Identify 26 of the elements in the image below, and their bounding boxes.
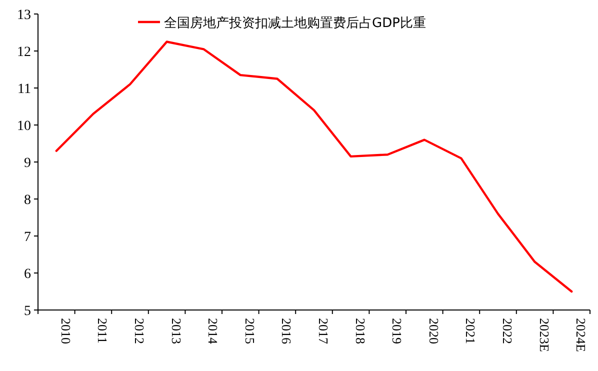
x-tick-label: 2012 bbox=[132, 318, 147, 344]
y-tick-label: 9 bbox=[24, 156, 31, 171]
y-tick-label: 11 bbox=[18, 82, 31, 97]
x-tick-label: 2014 bbox=[206, 318, 221, 344]
y-tick-label: 6 bbox=[24, 267, 31, 282]
x-tick-label: 2011 bbox=[95, 318, 110, 344]
x-tick-label: 2023E bbox=[536, 318, 552, 352]
x-tick-label: 2010 bbox=[58, 318, 74, 344]
x-tick-label: 2017 bbox=[316, 318, 331, 344]
x-tick-label: 2016 bbox=[279, 318, 294, 344]
x-tick-label: 2013 bbox=[168, 318, 184, 344]
y-tick-label: 8 bbox=[24, 193, 31, 208]
y-tick-label: 10 bbox=[17, 119, 31, 134]
x-tick-label: 2018 bbox=[352, 318, 368, 344]
y-tick-label: 5 bbox=[24, 304, 31, 319]
y-tick-label: 13 bbox=[17, 8, 31, 23]
line-series bbox=[55, 40, 573, 293]
y-tick-label: 12 bbox=[17, 45, 31, 60]
x-tick-label: 2015 bbox=[242, 318, 258, 344]
x-tick-label: 2019 bbox=[390, 318, 405, 344]
x-tick-label: 2020 bbox=[426, 318, 442, 344]
x-tick-label: 2021 bbox=[463, 318, 478, 344]
legend-label: 全国房地产投资扣减土地购置费后占GDP比重 bbox=[164, 15, 426, 31]
x-tick-label: 2022 bbox=[500, 318, 515, 344]
y-tick-label: 7 bbox=[24, 230, 31, 245]
x-tick-label: 2024E bbox=[574, 318, 589, 352]
